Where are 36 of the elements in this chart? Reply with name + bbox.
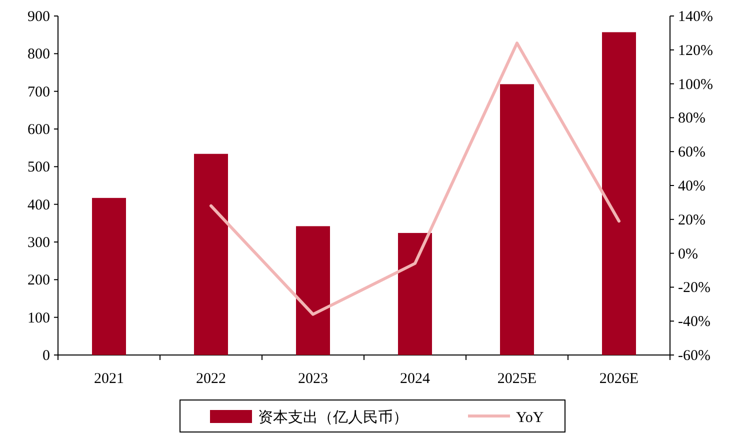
bar	[602, 32, 636, 355]
bar	[194, 154, 228, 355]
bar	[92, 198, 126, 355]
y-tick-label: 700	[28, 84, 50, 100]
y2-tick-label: -40%	[678, 314, 710, 330]
y-tick-label: 0	[42, 348, 50, 364]
y2-tick-label: 120%	[678, 42, 713, 59]
y-tick-label: 100	[28, 310, 50, 326]
y2-tick-label: -60%	[678, 348, 710, 364]
legend-label: YoY	[516, 410, 544, 426]
x-tick-label: 2024	[400, 371, 430, 387]
x-tick-label: 2022	[196, 371, 226, 387]
y-tick-label: 500	[28, 160, 50, 176]
bar	[296, 226, 330, 355]
bar	[398, 232, 432, 355]
x-tick-label: 2021	[94, 371, 124, 387]
legend-label: 资本支出（亿人民币）	[258, 409, 408, 426]
y-tick-label: 600	[28, 122, 50, 138]
y2-tick-label: 140%	[678, 9, 713, 25]
bar	[500, 84, 534, 355]
y2-tick-label: -20%	[678, 280, 710, 296]
y2-tick-label: 80%	[678, 110, 706, 127]
y-tick-label: 200	[28, 272, 50, 289]
y-tick-label: 900	[28, 9, 50, 25]
y-tick-label: 300	[28, 235, 50, 251]
y-tick-label: 400	[28, 197, 50, 214]
y2-tick-label: 60%	[678, 144, 706, 161]
y-tick-label: 800	[28, 46, 50, 63]
y2-tick-label: 0%	[678, 246, 698, 262]
y2-tick-label: 100%	[678, 76, 713, 93]
y2-tick-label: 40%	[678, 178, 706, 194]
y2-tick-label: 20%	[678, 212, 706, 228]
line-series	[210, 42, 620, 316]
x-tick-label: 2025E	[497, 371, 537, 387]
x-tick-label: 2026E	[599, 371, 639, 387]
x-tick-label: 2023	[298, 371, 328, 387]
